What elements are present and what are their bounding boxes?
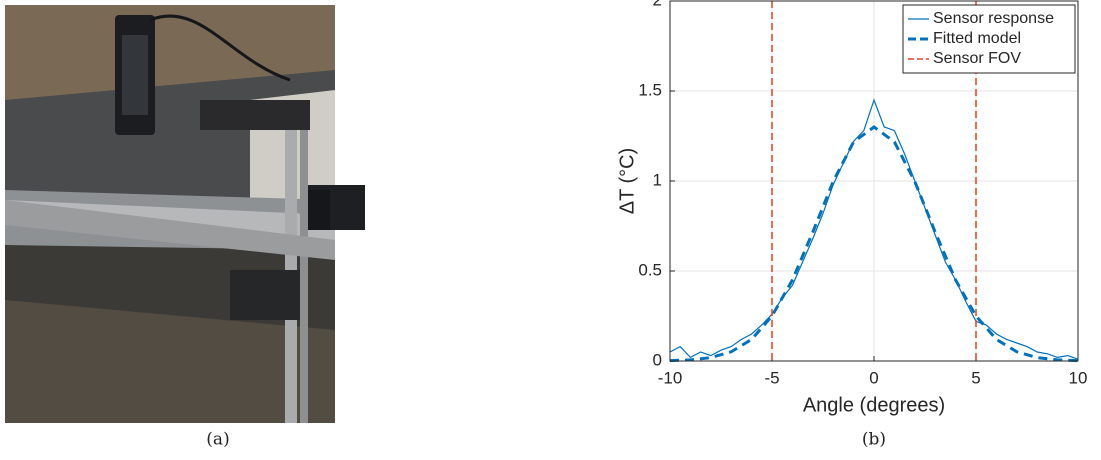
x-tick-label: -10: [658, 368, 683, 387]
legend-label: Sensor response: [933, 10, 1054, 27]
x-tick-label: 10: [1069, 368, 1088, 387]
series-line: [669, 98, 1079, 360]
chart: 0 0.5 1 1.5 2 -10 -5 0 5 10 Angle (degrees) ΔT (°C)…: [616, 0, 1087, 416]
series-line: [669, 125, 1079, 363]
caption: (a): [206, 430, 229, 450]
x-tick-label: -5: [764, 368, 779, 387]
photo: [5, 5, 365, 423]
plot-frame: [669, 0, 1079, 362]
y-tick-label: 0.5: [638, 260, 662, 279]
x-tick-label: 5: [971, 368, 980, 387]
legend-label: Fitted model: [933, 30, 1021, 47]
y-axis-label: ΔT (°C): [616, 148, 638, 215]
y-tick-label: 0: [653, 350, 662, 369]
x-tick-label: 0: [869, 368, 878, 387]
caption: (b): [862, 430, 886, 450]
legend-box: [902, 4, 1076, 74]
legend-label: Sensor FOV: [933, 50, 1021, 67]
y-tick-label: 1.5: [638, 80, 662, 99]
y-tick-label: 2: [653, 0, 662, 9]
x-axis-label: Angle (degrees): [803, 394, 945, 416]
y-tick-label: 1: [653, 170, 662, 189]
